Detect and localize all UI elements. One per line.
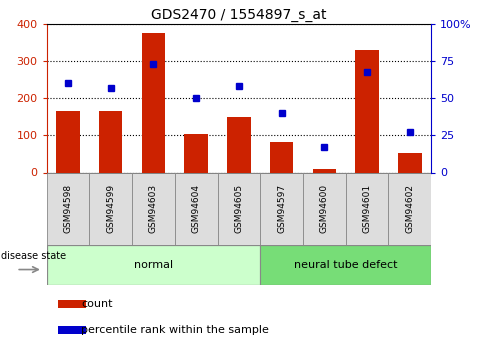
Text: GSM94605: GSM94605 [234, 184, 244, 233]
Bar [346, 172, 389, 245]
Bar [47, 245, 260, 285]
Text: GSM94599: GSM94599 [106, 184, 115, 233]
Bar [142, 33, 165, 172]
Bar [58, 300, 86, 308]
Bar [47, 172, 89, 245]
Bar [270, 142, 294, 172]
Bar [218, 172, 260, 245]
Bar [99, 111, 122, 172]
Text: GSM94600: GSM94600 [320, 184, 329, 233]
Bar [175, 172, 218, 245]
Text: GSM94597: GSM94597 [277, 184, 286, 233]
Title: GDS2470 / 1554897_s_at: GDS2470 / 1554897_s_at [151, 8, 327, 22]
Bar [398, 153, 421, 172]
Text: GSM94602: GSM94602 [405, 184, 415, 233]
Bar [355, 50, 379, 172]
Text: GSM94603: GSM94603 [149, 184, 158, 233]
Text: neural tube defect: neural tube defect [294, 260, 397, 270]
Bar [389, 172, 431, 245]
Bar [184, 134, 208, 172]
Bar [89, 172, 132, 245]
Text: count: count [81, 299, 113, 309]
Bar [56, 111, 80, 172]
Text: GSM94598: GSM94598 [63, 184, 73, 233]
Text: disease state: disease state [1, 251, 66, 261]
Text: percentile rank within the sample: percentile rank within the sample [81, 325, 269, 335]
Bar [227, 117, 250, 172]
Bar [132, 172, 175, 245]
Text: GSM94604: GSM94604 [192, 184, 200, 233]
Text: GSM94601: GSM94601 [363, 184, 371, 233]
Bar [260, 172, 303, 245]
Text: normal: normal [134, 260, 173, 270]
Bar [58, 326, 86, 334]
Bar [313, 169, 336, 172]
Bar [260, 245, 431, 285]
Bar [303, 172, 346, 245]
